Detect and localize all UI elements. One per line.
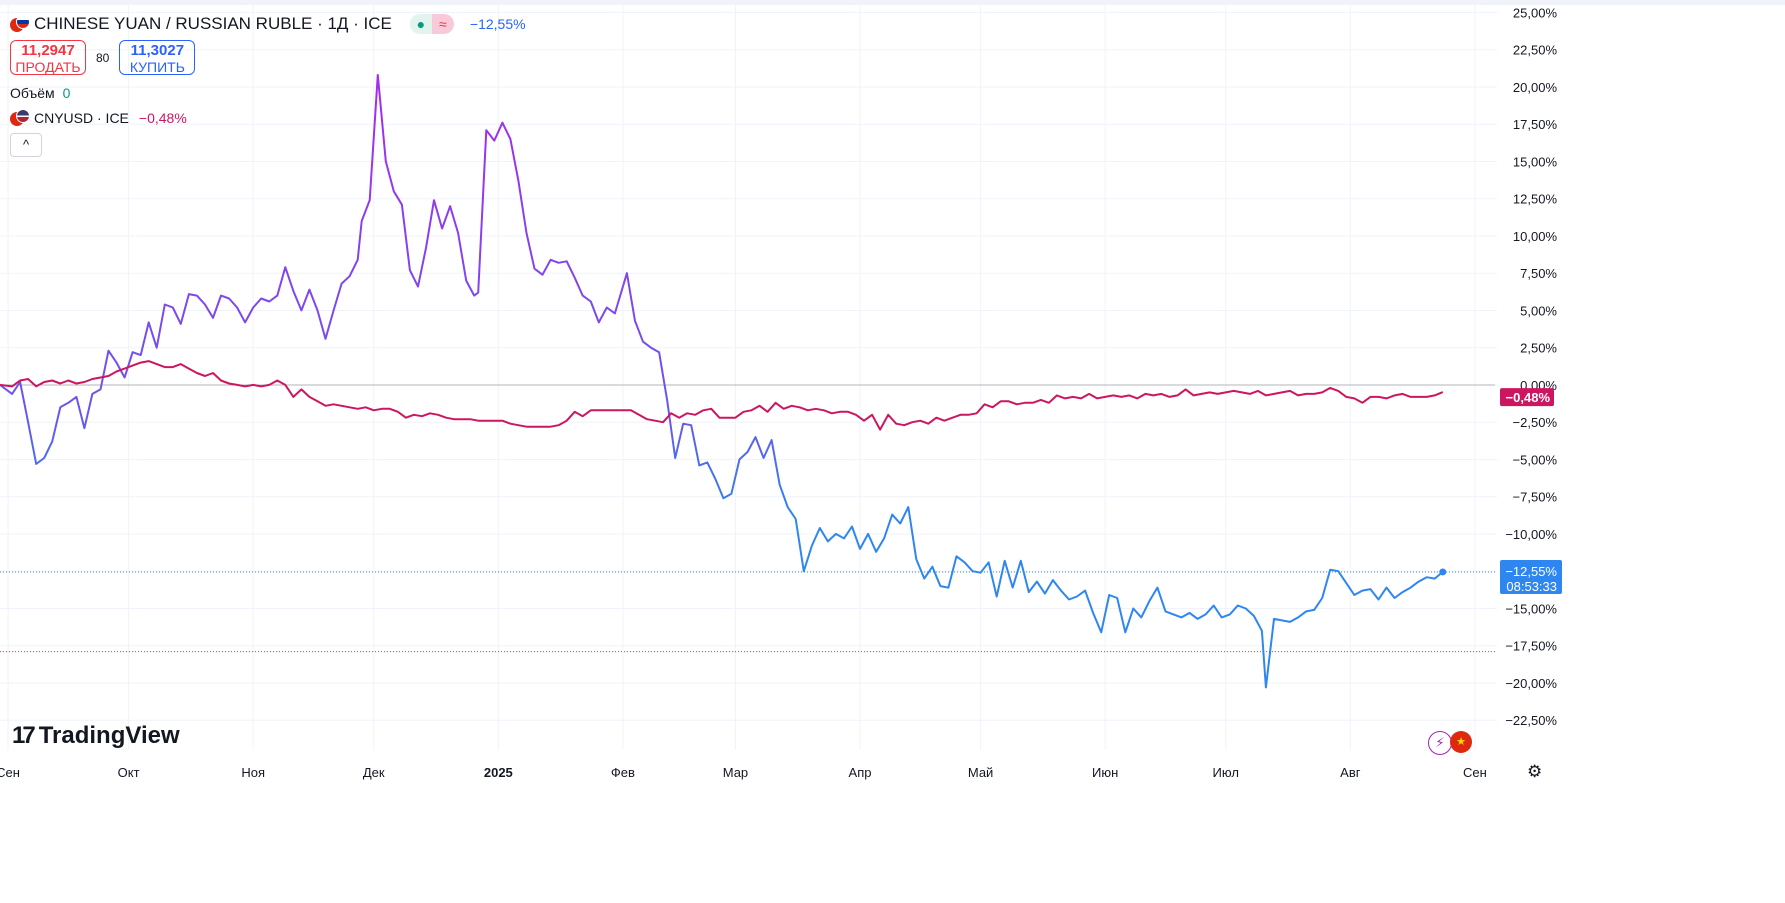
lightning-icon[interactable]: ⚡ [1428, 731, 1452, 755]
x-axis: Сен Окт Ноя Дек 2025 Фев Мар Апр Май Июн Июл Авг Сен [0, 765, 1487, 780]
y-tick-label: −7,50% [1513, 490, 1558, 505]
series-line-cny-rub [0, 74, 1444, 689]
y-tick-label: 12,50% [1513, 192, 1558, 207]
volume-value: 0 [62, 85, 71, 101]
x-tick-label: 2025 [484, 765, 513, 780]
indicator-badges: ⚡ ★ [1428, 731, 1472, 755]
buy-label: КУПИТЬ [129, 59, 185, 75]
chart-legend: CHINESE YUAN / RUSSIAN RUBLE · 1Д · ICE … [10, 12, 526, 157]
compare-row[interactable]: CNYUSD · ICE −0,48% [10, 109, 526, 127]
y-tick-label: −2,50% [1513, 415, 1558, 430]
y-tick-label: 15,00% [1513, 154, 1558, 169]
china-flag-icon[interactable]: ★ [1450, 731, 1472, 753]
top-border [0, 0, 1785, 5]
x-tick-label: Авг [1340, 765, 1361, 780]
x-tick-label: Окт [118, 765, 140, 780]
y-tick-label: 20,00% [1513, 80, 1558, 95]
x-tick-label: Ноя [241, 765, 265, 780]
symbol-row[interactable]: CHINESE YUAN / RUSSIAN RUBLE · 1Д · ICE … [10, 12, 526, 36]
sell-label: ПРОДАТЬ [15, 59, 81, 75]
buy-button[interactable]: 11,3027 КУПИТЬ [119, 40, 196, 75]
countdown-label: 08:53:33 [1506, 579, 1557, 594]
compare-symbol[interactable]: CNYUSD · ICE [34, 110, 129, 126]
status-pill[interactable]: ● ≈ [409, 14, 454, 34]
y-tick-label: −10,00% [1505, 527, 1557, 542]
y-tick-label: 22,50% [1513, 43, 1558, 58]
market-status-icon[interactable]: ● [409, 14, 432, 34]
compare-price-label-bg [1500, 388, 1554, 407]
y-tick-label: 2,50% [1520, 341, 1557, 356]
delayed-data-icon[interactable]: ≈ [431, 14, 454, 34]
x-tick-label: Фев [611, 765, 635, 780]
y-tick-label: −15,00% [1505, 601, 1557, 616]
last-point-marker [1439, 568, 1447, 576]
x-tick-label: Июн [1092, 765, 1118, 780]
tradingview-logo[interactable]: 17 TradingView [12, 722, 180, 750]
symbol-title[interactable]: CHINESE YUAN / RUSSIAN RUBLE · 1Д · ICE [34, 14, 392, 33]
tradingview-mark-icon: 17 [12, 722, 36, 749]
x-tick-label: Сен [1463, 765, 1487, 780]
compare-change: −0,48% [138, 110, 187, 126]
x-tick-label: Дек [363, 765, 385, 780]
x-tick-label: Мар [723, 765, 748, 780]
logo-text: TradingView [38, 722, 180, 749]
y-tick-label: −5,00% [1513, 452, 1558, 467]
reference-lines [0, 384, 1495, 653]
y-tick-label: −22,50% [1505, 713, 1557, 728]
buy-price: 11,3027 [130, 42, 185, 59]
cny-usd-flag-icon [10, 109, 30, 127]
y-tick-label: −17,50% [1505, 639, 1557, 654]
y-tick-label: −20,00% [1505, 676, 1557, 691]
price-labels: −12,55%08:53:33 −0,48% [1500, 388, 1562, 594]
chart-series [0, 74, 1447, 689]
sell-price: 11,2947 [21, 42, 75, 59]
trade-buttons: 11,2947 ПРОДАТЬ 80 11,3027 КУПИТЬ [10, 40, 526, 75]
y-axis: 25,00% 22,50% 20,00% 17,50% 15,00% 12,50% 10,0… [1505, 5, 1557, 728]
x-tick-label: Июл [1213, 765, 1239, 780]
y-tick-label: 7,50% [1520, 266, 1557, 281]
series-line-cnyusd [0, 360, 1444, 431]
main-price-label: −12,55% [1505, 564, 1557, 579]
y-tick-label: 10,00% [1513, 229, 1558, 244]
spread-value: 80 [96, 50, 110, 65]
sell-button[interactable]: 11,2947 ПРОДАТЬ [10, 40, 86, 75]
volume-label: Объём [10, 85, 55, 101]
symbol-change: −12,55% [469, 16, 526, 32]
y-tick-label: 25,00% [1513, 5, 1558, 20]
x-tick-label: Апр [849, 765, 872, 780]
y-tick-label: 17,50% [1513, 117, 1558, 132]
compare-price-label: −0,48% [1506, 390, 1551, 405]
collapse-legend-button[interactable]: ^ [10, 133, 42, 157]
volume-row[interactable]: Объём 0 [10, 85, 526, 101]
main-price-label-bg [1500, 559, 1562, 594]
x-tick-label: Май [968, 765, 993, 780]
chevron-up-icon: ^ [22, 137, 30, 152]
gear-icon[interactable]: ⚙ [1527, 762, 1543, 781]
x-tick-label: Сен [0, 765, 20, 780]
cny-rub-flag-icon [10, 15, 30, 33]
y-tick-label: 5,00% [1520, 303, 1557, 318]
